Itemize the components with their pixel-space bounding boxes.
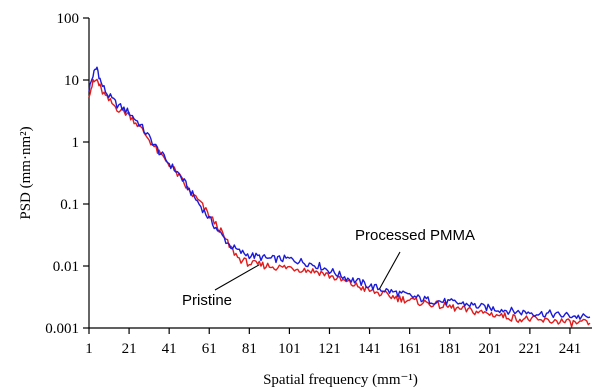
annotation-leader-line [379,251,401,289]
annotation-layer: Processed PMMA Pristine [182,227,475,309]
x-axis-label: Spatial frequency (mm⁻¹) [263,372,418,388]
series-layer [88,66,591,328]
x-tick-label: 181 [438,341,461,357]
y-tick-label: 0.01 [53,259,79,275]
x-tick-label: 201 [479,341,502,357]
series-processed-pmma-line [88,66,591,320]
x-tick-label: 21 [122,341,137,357]
x-tick-label: 101 [278,341,301,357]
annotation-pristine: Pristine [182,292,232,309]
y-tick-label: 0.001 [45,321,79,337]
x-tick-label: 41 [162,341,177,357]
x-tick-label: 241 [559,341,582,357]
x-ticks: 1 21 41 61 81 101 121 141 161 181 201 221 241 [85,328,581,357]
y-tick-label: 10 [64,73,79,89]
x-tick-label: 81 [242,341,257,357]
series-pristine-line [88,78,591,328]
y-tick-label: 0.1 [60,197,79,213]
labels-layer: Spatial frequency (mm⁻¹) PSD (mm·nm²) [18,126,418,388]
x-tick-label: 221 [519,341,542,357]
x-tick-label: 161 [398,341,421,357]
x-tick-label: 61 [202,341,217,357]
annotation-processed-pmma: Processed PMMA [355,227,475,244]
y-ticks: 0.001 0.01 0.1 1 10 100 [45,11,89,337]
annotation-leader-line [214,264,260,291]
x-tick-label: 141 [358,341,381,357]
x-tick-label: 1 [85,341,93,357]
x-tick-label: 121 [318,341,341,357]
y-tick-label: 100 [57,11,80,27]
y-axis-label: PSD (mm·nm²) [18,126,34,219]
y-tick-label: 1 [72,135,80,151]
